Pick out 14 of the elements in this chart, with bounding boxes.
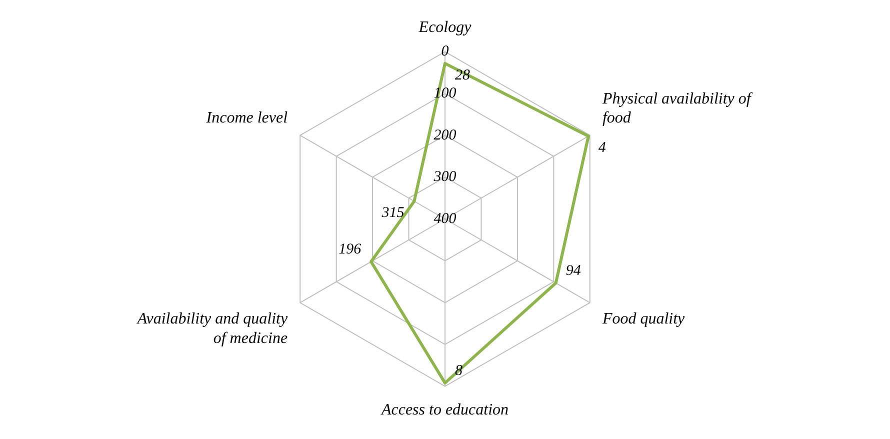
- spoke-label: Access to education: [380, 402, 509, 419]
- data-label: 4: [598, 140, 606, 156]
- spoke-label: Physical availability of food: [601, 90, 754, 127]
- spoke-label: Income level: [205, 110, 288, 127]
- y-tick-label: 300: [432, 169, 457, 186]
- spoke-label: Availability and quality of medicine: [136, 310, 288, 347]
- y-tick-label: 400: [434, 210, 457, 227]
- y-tick-label: 200: [434, 127, 457, 144]
- data-label: 94: [566, 262, 582, 279]
- data-label: 196: [338, 242, 362, 258]
- spoke-label: Food quality: [601, 310, 686, 328]
- y-tick-label: 0: [441, 44, 450, 60]
- data-label: 315: [380, 205, 405, 222]
- spoke-label: Ecology: [418, 18, 472, 36]
